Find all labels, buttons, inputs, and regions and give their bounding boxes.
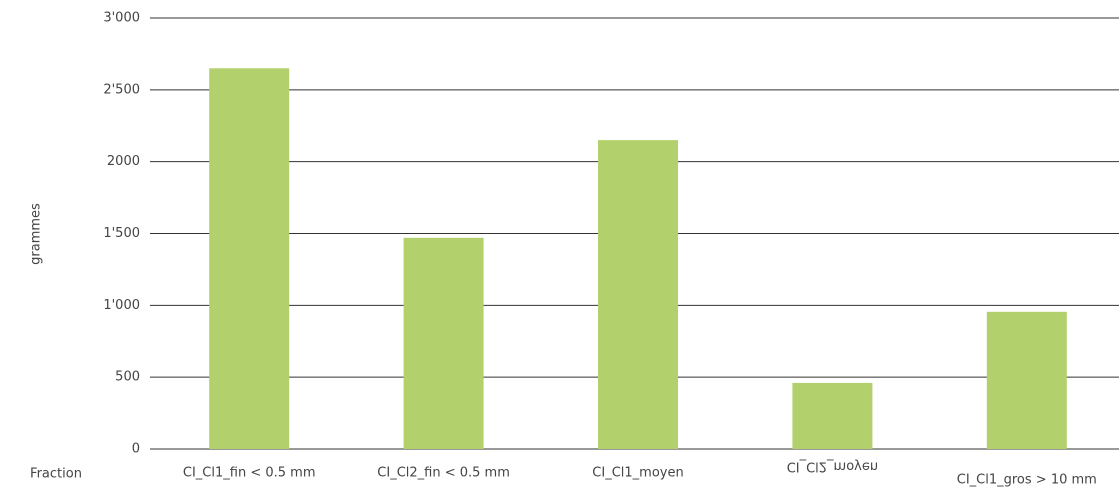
y-axis-label: grammes [29, 203, 44, 265]
y-tick-label: 2'500 [103, 82, 140, 97]
bar [598, 140, 678, 449]
y-tick-label: 3'000 [103, 11, 140, 26]
x-tick-label: CI_Cl2_fin < 0.5 mm [377, 466, 510, 481]
x-tick-label: CI_Cl1_moyen [592, 466, 683, 481]
y-tick-label: 1'500 [103, 226, 140, 241]
bar [986, 311, 1067, 449]
bar [209, 68, 290, 450]
x-axis-label: Fraction [30, 467, 82, 482]
x-tick-label: CI_Cl1_gros > 10 mm [957, 473, 1097, 488]
x-tick-label: CI_Cl2_moyen [787, 459, 878, 474]
bar [792, 382, 873, 449]
bar [403, 237, 484, 449]
y-tick-label: 500 [115, 370, 140, 385]
y-tick-label: 0 [132, 442, 140, 457]
y-tick-label: 1'000 [103, 298, 140, 313]
y-tick-label: 2000 [107, 154, 140, 169]
x-tick-label: CI_Cl1_fin < 0.5 mm [183, 466, 316, 481]
